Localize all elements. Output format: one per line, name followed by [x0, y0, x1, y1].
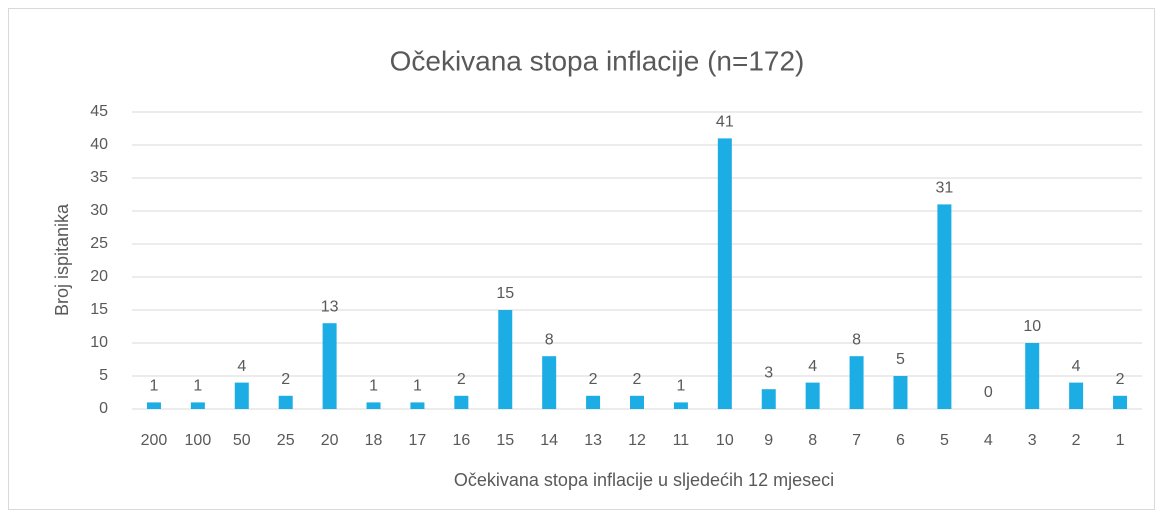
y-tick-label: 35: [90, 169, 108, 186]
x-tick-label: 15: [496, 432, 514, 449]
bar: [849, 356, 864, 409]
x-tick-label: 11: [673, 432, 690, 449]
bar: [366, 402, 381, 409]
y-tick-label: 20: [90, 268, 108, 285]
x-tick-label: 200: [141, 432, 168, 449]
data-label: 2: [633, 371, 642, 388]
x-tick-label: 12: [628, 432, 646, 449]
data-label: 0: [984, 384, 993, 401]
bar: [278, 395, 293, 409]
x-tick-label: 18: [365, 432, 383, 449]
data-label: 2: [589, 371, 598, 388]
x-tick-label: 16: [452, 432, 470, 449]
data-label: 13: [321, 298, 339, 315]
y-tick-label: 0: [99, 400, 108, 417]
x-axis-label: Očekivana stopa inflacije u sljedećih 12…: [454, 470, 834, 490]
data-label: 10: [1023, 318, 1041, 335]
bar: [717, 138, 732, 409]
y-tick-label: 10: [90, 334, 108, 351]
y-tick-label: 25: [90, 235, 108, 252]
x-tick-label: 3: [1028, 432, 1037, 449]
x-tick-label: 14: [540, 432, 558, 449]
x-tick-label: 17: [409, 432, 427, 449]
bar: [146, 402, 161, 409]
x-tick-label: 1: [1116, 432, 1125, 449]
bar: [1069, 382, 1084, 409]
data-label: 8: [852, 331, 861, 348]
x-tick-label: 5: [940, 432, 949, 449]
bar: [454, 395, 469, 409]
x-tick-label: 100: [185, 432, 212, 449]
bar: [673, 402, 688, 409]
data-label: 1: [676, 378, 685, 395]
y-axis-label: Broj ispitanika: [52, 203, 72, 316]
y-tick-label: 30: [90, 202, 108, 219]
bar: [893, 376, 908, 409]
data-label: 5: [896, 351, 905, 368]
data-label: 1: [193, 378, 202, 395]
bar: [1113, 395, 1128, 409]
bar: [586, 395, 601, 409]
data-label: 3: [764, 364, 773, 381]
bar: [542, 356, 557, 409]
data-label: 2: [281, 371, 290, 388]
x-tick-label: 7: [852, 432, 861, 449]
chart-title: Očekivana stopa inflacije (n=172): [390, 45, 805, 76]
data-label: 4: [237, 358, 246, 375]
bar: [322, 323, 337, 409]
data-label: 41: [716, 114, 734, 131]
data-label: 31: [935, 180, 953, 197]
x-tick-label: 20: [321, 432, 339, 449]
x-tick-label: 8: [808, 432, 817, 449]
chart-border: [8, 8, 1155, 510]
x-tick-label: 2: [1072, 432, 1081, 449]
bar: [1025, 343, 1040, 409]
y-tick-label: 40: [90, 136, 108, 153]
x-tick-label: 4: [984, 432, 993, 449]
x-tick-label: 13: [584, 432, 602, 449]
data-label: 1: [369, 378, 378, 395]
y-tick-label: 5: [99, 367, 108, 384]
bar: [937, 204, 952, 409]
x-tick-label: 25: [277, 432, 295, 449]
x-tick-label: 6: [896, 432, 905, 449]
bar: [805, 382, 820, 409]
y-tick-label: 15: [90, 301, 108, 318]
data-label: 2: [457, 371, 466, 388]
data-label: 1: [150, 378, 159, 395]
x-tick-label: 50: [233, 432, 251, 449]
bar: [630, 395, 644, 409]
y-tick-label: 45: [90, 103, 108, 120]
bar: [761, 389, 776, 409]
data-label: 1: [413, 378, 422, 395]
bar: [234, 382, 249, 409]
data-label: 8: [545, 331, 554, 348]
x-tick-label: 9: [764, 432, 773, 449]
data-label: 2: [1116, 371, 1125, 388]
bar: [190, 402, 205, 409]
data-label: 4: [1072, 358, 1081, 375]
x-tick-label: 10: [716, 432, 734, 449]
data-label: 4: [808, 358, 817, 375]
bar: [410, 402, 425, 409]
bar: [498, 310, 513, 409]
data-label: 15: [496, 285, 514, 302]
